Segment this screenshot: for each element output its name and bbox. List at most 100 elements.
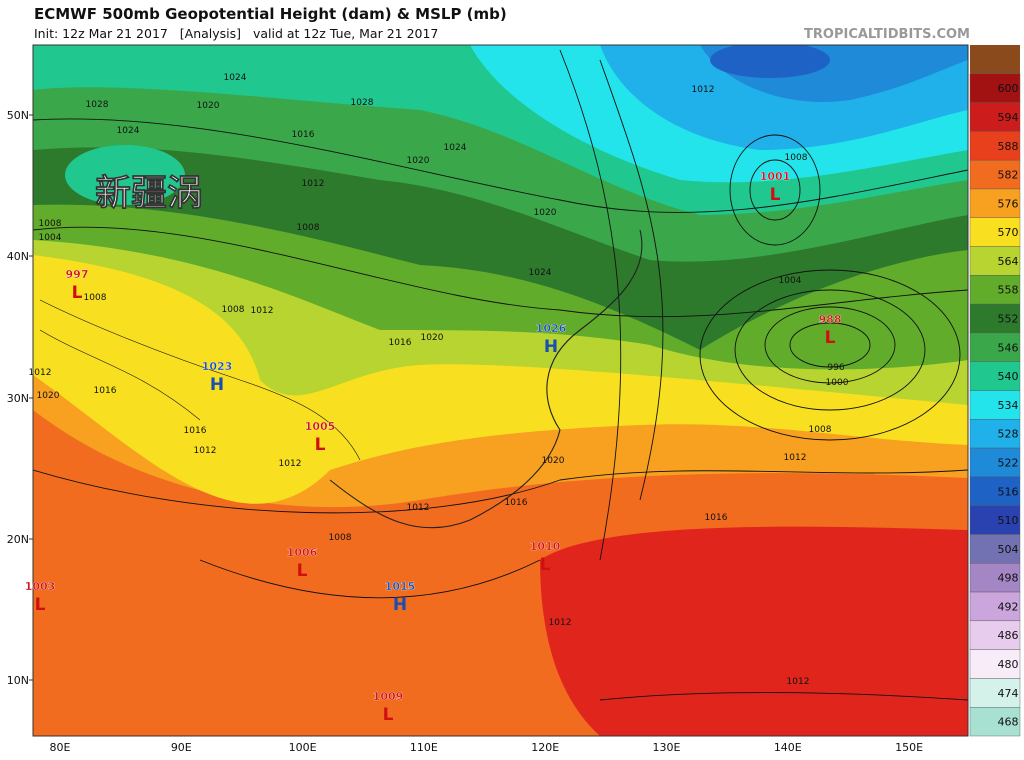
colorbar-label: 564 xyxy=(998,255,1019,268)
colorbar-label: 570 xyxy=(998,226,1019,239)
contour-label: 1000 xyxy=(826,378,849,388)
colorbar-cell xyxy=(969,649,1021,679)
colorbar-label: 480 xyxy=(998,658,1019,671)
colorbar-cell xyxy=(969,159,1021,190)
colorbar-label: 588 xyxy=(998,140,1019,153)
contour-label: 1008 xyxy=(329,533,352,543)
contour-label: 1008 xyxy=(809,425,832,435)
contour-label: 1020 xyxy=(534,208,557,218)
contour-label: 1008 xyxy=(297,223,320,233)
colorbar-cell xyxy=(969,419,1021,449)
colorbar-cell xyxy=(969,131,1021,161)
colorbar-cell xyxy=(969,390,1021,420)
contour-label: 1012 xyxy=(787,677,810,687)
contour-label: 1008 xyxy=(785,153,808,163)
center-value: 1009 xyxy=(373,690,404,703)
center-value: 1023 xyxy=(202,360,233,373)
colorbar-label: 474 xyxy=(998,687,1019,700)
colorbar-label: 468 xyxy=(998,716,1019,729)
contour-label: 1016 xyxy=(705,513,728,523)
center-value: 1010 xyxy=(530,540,561,553)
center-letter: H xyxy=(393,595,407,615)
contour-label: 1028 xyxy=(86,100,109,110)
colorbar-cell xyxy=(969,217,1021,247)
colorbar-cell xyxy=(969,534,1021,564)
colorbar-label: 522 xyxy=(998,456,1019,469)
contour-label: 1020 xyxy=(542,456,565,466)
contour-label: 1016 xyxy=(292,130,315,140)
contour-label: 1020 xyxy=(421,333,444,343)
contour-label: 1012 xyxy=(784,453,807,463)
colorbar-label: 510 xyxy=(998,514,1019,527)
colorbar-label: 534 xyxy=(998,399,1019,412)
center-letter: L xyxy=(540,555,551,575)
colorbar-cell xyxy=(969,707,1021,737)
colorbar-label: 582 xyxy=(998,169,1019,182)
colorbar-label: 552 xyxy=(998,313,1019,326)
map-frame xyxy=(32,44,969,737)
center-value: 1015 xyxy=(385,580,416,593)
lat-label: 30N xyxy=(7,392,29,405)
colorbar-cell xyxy=(969,591,1021,622)
colorbar-cell xyxy=(969,678,1021,708)
colorbar-cell xyxy=(969,303,1021,334)
lat-label: 50N xyxy=(7,109,29,122)
annotation: 新疆涡 xyxy=(95,173,203,214)
center-letter: H xyxy=(544,337,558,357)
contour-label: 1012 xyxy=(29,368,52,378)
colorbar-cell xyxy=(969,505,1021,535)
contour-label: 1024 xyxy=(529,268,552,278)
lat-label: 10N xyxy=(7,674,29,687)
contour-label: 1028 xyxy=(351,98,374,108)
center-letter: L xyxy=(825,328,836,348)
center-value: 1026 xyxy=(536,322,567,335)
height-field xyxy=(33,45,968,736)
contour-label: 1012 xyxy=(194,446,217,456)
colorbar-label: 486 xyxy=(998,629,1019,642)
title: ECMWF 500mb Geopotential Height (dam) & … xyxy=(34,5,507,23)
lon-label: 120E xyxy=(531,741,559,754)
colorbar-label: 504 xyxy=(998,543,1019,556)
contour-label: 1004 xyxy=(39,233,62,243)
contour-label: 1008 xyxy=(39,219,62,229)
contour-label: 1012 xyxy=(279,459,302,469)
colorbar-cell xyxy=(969,361,1021,391)
colorbar-label: 594 xyxy=(998,111,1019,124)
lat-label: 20N xyxy=(7,533,29,546)
colorbar-label: 546 xyxy=(998,341,1019,354)
contour-label: 1012 xyxy=(692,85,715,95)
contour-label: 1012 xyxy=(549,618,572,628)
contour-label: 1024 xyxy=(224,73,247,83)
colorbar-cell xyxy=(969,332,1021,362)
contour-label: 1012 xyxy=(302,179,325,189)
watermark: TROPICALTIDBITS.COM xyxy=(804,27,970,42)
contour-label: 1016 xyxy=(94,386,117,396)
contour-label: 1024 xyxy=(444,143,467,153)
colorbar-label: 558 xyxy=(998,284,1019,297)
contour-label: 1020 xyxy=(197,101,220,111)
contour-label: 1016 xyxy=(389,338,412,348)
center-letter: L xyxy=(383,705,394,725)
colorbar-cell xyxy=(969,447,1021,478)
center-letter: L xyxy=(315,435,326,455)
colorbar-label: 576 xyxy=(998,197,1019,210)
center-letter: L xyxy=(297,561,308,581)
contour-label: 1024 xyxy=(117,126,140,136)
contour-label: 1016 xyxy=(505,498,528,508)
contour-label: 1004 xyxy=(779,276,802,286)
contour-label: 1008 xyxy=(84,293,107,303)
center-value: 1001 xyxy=(760,170,791,183)
contour-label: 1016 xyxy=(184,426,207,436)
colorbar-label: 528 xyxy=(998,428,1019,441)
center-value: 1003 xyxy=(25,580,56,593)
center-value: 1005 xyxy=(305,420,336,433)
center-value: 988 xyxy=(819,313,842,326)
center-value: 1006 xyxy=(287,546,318,559)
center-letter: L xyxy=(72,283,83,303)
lon-label: 80E xyxy=(50,741,71,754)
contour-label: 1020 xyxy=(37,391,60,401)
contour-label: 1012 xyxy=(251,306,274,316)
lon-label: 140E xyxy=(774,741,802,754)
colorbar-label: 498 xyxy=(998,572,1019,585)
center-value: 997 xyxy=(66,268,89,281)
